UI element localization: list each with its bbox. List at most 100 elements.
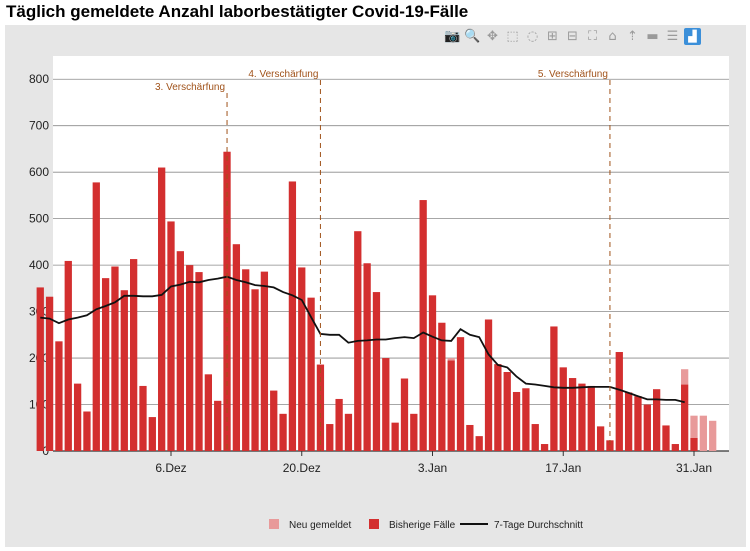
bar-bisherige[interactable] — [531, 424, 539, 451]
bar-bisherige[interactable] — [653, 389, 661, 451]
bar-bisherige[interactable] — [596, 426, 605, 451]
bar-bisherige[interactable] — [494, 364, 502, 451]
bar-bisherige[interactable] — [307, 297, 315, 451]
bar-bisherige[interactable] — [139, 385, 147, 451]
y-tick-label: 800 — [29, 72, 49, 86]
bar-bisherige[interactable] — [456, 337, 465, 451]
bar-bisherige[interactable] — [288, 181, 297, 451]
bar-bisherige[interactable] — [512, 391, 521, 451]
bar-bisherige[interactable] — [344, 413, 353, 451]
home-icon[interactable]: ⌂ — [608, 28, 617, 44]
bar-bisherige[interactable] — [447, 360, 455, 451]
bar-bisherige[interactable] — [662, 425, 670, 451]
bar-bisherige[interactable] — [382, 358, 390, 451]
camera-icon[interactable]: 📷 — [444, 28, 461, 44]
bar-bisherige[interactable] — [73, 383, 82, 451]
bar-bisherige[interactable] — [167, 221, 175, 451]
hover-closest-icon[interactable]: ▬ — [646, 28, 659, 44]
bar-bisherige[interactable] — [232, 244, 241, 451]
bar-bisherige[interactable] — [120, 290, 128, 451]
bar-bisherige[interactable] — [204, 374, 212, 451]
bar-bisherige[interactable] — [391, 422, 399, 451]
legend-swatch — [369, 519, 379, 529]
bar-bisherige[interactable] — [681, 384, 689, 451]
bar-bisherige[interactable] — [540, 444, 549, 451]
legend-item[interactable]: Bisherige Fälle — [369, 519, 456, 531]
bar-bisherige[interactable] — [578, 383, 586, 451]
spike-lines-icon[interactable]: ⇡ — [627, 28, 638, 44]
bar-bisherige[interactable] — [606, 440, 614, 451]
line-7-tage-durchschnitt[interactable] — [40, 275, 685, 404]
hover-compare-icon[interactable]: ☰ — [666, 28, 679, 44]
bar-bisherige[interactable] — [624, 392, 633, 451]
legend-label: Neu gemeldet — [289, 520, 351, 531]
bar-bisherige[interactable] — [400, 378, 409, 451]
bar-bisherige[interactable] — [438, 322, 446, 451]
annotation-label: 3. Verschärfung — [155, 82, 225, 93]
bar-bisherige[interactable] — [55, 341, 63, 451]
legend-item[interactable]: Neu gemeldet — [269, 519, 351, 531]
y-tick-label: 700 — [29, 119, 49, 133]
bar-bisherige[interactable] — [279, 413, 287, 451]
bar-neu[interactable] — [709, 420, 717, 451]
bar-bisherige[interactable] — [270, 390, 278, 451]
lasso-select-icon[interactable]: ◌ — [526, 28, 539, 44]
zoom-out-icon[interactable]: ⊟ — [567, 28, 578, 44]
bar-bisherige[interactable] — [671, 444, 679, 451]
bar-bisherige[interactable] — [428, 295, 437, 451]
bar-bisherige[interactable] — [410, 413, 418, 451]
bar-bisherige[interactable] — [130, 259, 138, 451]
bar-bisherige[interactable] — [643, 404, 651, 451]
bar-bisherige[interactable] — [634, 396, 642, 451]
bar-bisherige[interactable] — [326, 424, 334, 451]
modebar: 📷 🔍 ✥ ⬚ ◌ ⊞ ⊟ ⛶ ⌂ ⇡ ▬ ☰ ▟ — [444, 27, 701, 45]
bar-bisherige[interactable] — [587, 385, 595, 451]
bar-bisherige[interactable] — [148, 417, 156, 451]
bar-neu[interactable] — [699, 415, 707, 451]
bar-bisherige[interactable] — [64, 260, 72, 451]
bar-bisherige[interactable] — [36, 287, 44, 451]
bar-bisherige[interactable] — [615, 352, 623, 451]
bar-bisherige[interactable] — [335, 398, 343, 451]
bar-bisherige[interactable] — [372, 292, 381, 451]
bar-bisherige[interactable] — [503, 372, 511, 451]
bar-bisherige[interactable] — [92, 182, 100, 451]
bar-bisherige[interactable] — [176, 251, 184, 451]
bar-bisherige[interactable] — [568, 378, 577, 451]
bar-bisherige[interactable] — [158, 167, 166, 451]
bar-bisherige[interactable] — [363, 263, 371, 451]
zoom-icon[interactable]: 🔍 — [464, 28, 481, 44]
bar-bisherige[interactable] — [260, 271, 269, 451]
bar-neu[interactable] — [681, 369, 689, 385]
box-select-icon[interactable]: ⬚ — [506, 28, 519, 44]
bar-bisherige[interactable] — [101, 278, 110, 451]
bar-bisherige[interactable] — [242, 269, 250, 451]
bar-bisherige[interactable] — [111, 266, 119, 451]
bar-bisherige[interactable] — [559, 367, 567, 451]
bar-bisherige[interactable] — [475, 436, 483, 451]
bar-bisherige[interactable] — [251, 289, 259, 451]
bar-bisherige[interactable] — [690, 437, 698, 451]
pan-icon[interactable]: ✥ — [487, 28, 498, 44]
bar-bisherige[interactable] — [484, 319, 493, 451]
plotly-logo-icon[interactable]: ▟ — [684, 27, 701, 45]
bar-bisherige[interactable] — [298, 267, 306, 451]
bar-bisherige[interactable] — [550, 326, 558, 451]
y-tick-label: 0 — [42, 444, 49, 458]
bar-bisherige[interactable] — [195, 272, 203, 451]
bar-bisherige[interactable] — [45, 296, 54, 451]
bar-bisherige[interactable] — [522, 388, 530, 451]
bar-bisherige[interactable] — [214, 400, 222, 451]
bar-bisherige[interactable] — [466, 424, 474, 451]
zoom-in-icon[interactable]: ⊞ — [547, 28, 558, 44]
legend-item[interactable]: 7-Tage Durchschnitt — [460, 520, 583, 531]
bar-bisherige[interactable] — [83, 411, 91, 452]
bar-neu[interactable] — [447, 358, 455, 361]
bar-bisherige[interactable] — [186, 265, 194, 451]
bar-neu[interactable] — [690, 415, 698, 438]
x-tick-label: 17.Jan — [545, 461, 581, 475]
autoscale-icon[interactable]: ⛶ — [587, 28, 598, 44]
bar-bisherige[interactable] — [419, 200, 427, 451]
x-tick-label: 31.Jan — [676, 461, 712, 475]
